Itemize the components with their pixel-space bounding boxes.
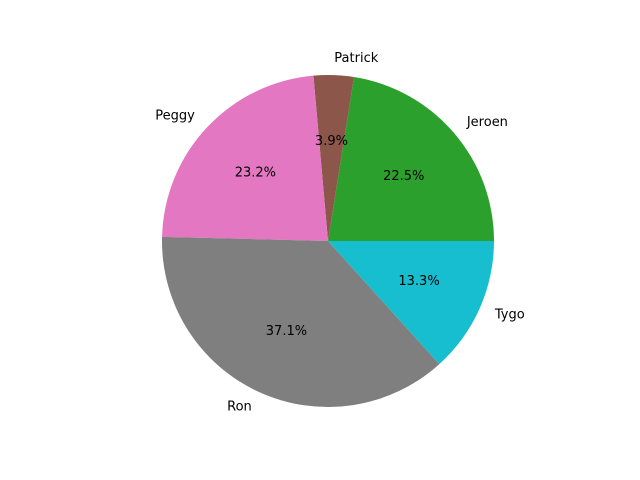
pie-slice-ron bbox=[162, 236, 440, 407]
category-label-jeroen: Jeroen bbox=[466, 115, 508, 130]
pie-slice-patrick bbox=[313, 74, 354, 241]
percentage-label-tygo: 13.3% bbox=[398, 274, 439, 289]
category-label-patrick: Patrick bbox=[334, 51, 378, 66]
percentage-label-peggy: 23.2% bbox=[235, 165, 276, 180]
category-label-ron: Ron bbox=[227, 399, 252, 414]
category-label-peggy: Peggy bbox=[155, 109, 195, 124]
pie-slice-jeroen bbox=[328, 77, 494, 241]
percentage-label-jeroen: 22.5% bbox=[383, 169, 424, 184]
pie-slice-tygo bbox=[328, 241, 494, 365]
percentage-label-patrick: 3.9% bbox=[315, 134, 348, 149]
percentage-labels: 22.5% 3.9% 23.2% 37.1% 13.3% bbox=[235, 134, 440, 339]
pie-slices bbox=[162, 74, 494, 407]
pie-slice-peggy bbox=[162, 75, 328, 242]
category-label-tygo: Tygo bbox=[494, 308, 525, 323]
category-labels: Jeroen Patrick Peggy Ron Tygo bbox=[155, 51, 524, 414]
percentage-label-ron: 37.1% bbox=[266, 324, 307, 339]
